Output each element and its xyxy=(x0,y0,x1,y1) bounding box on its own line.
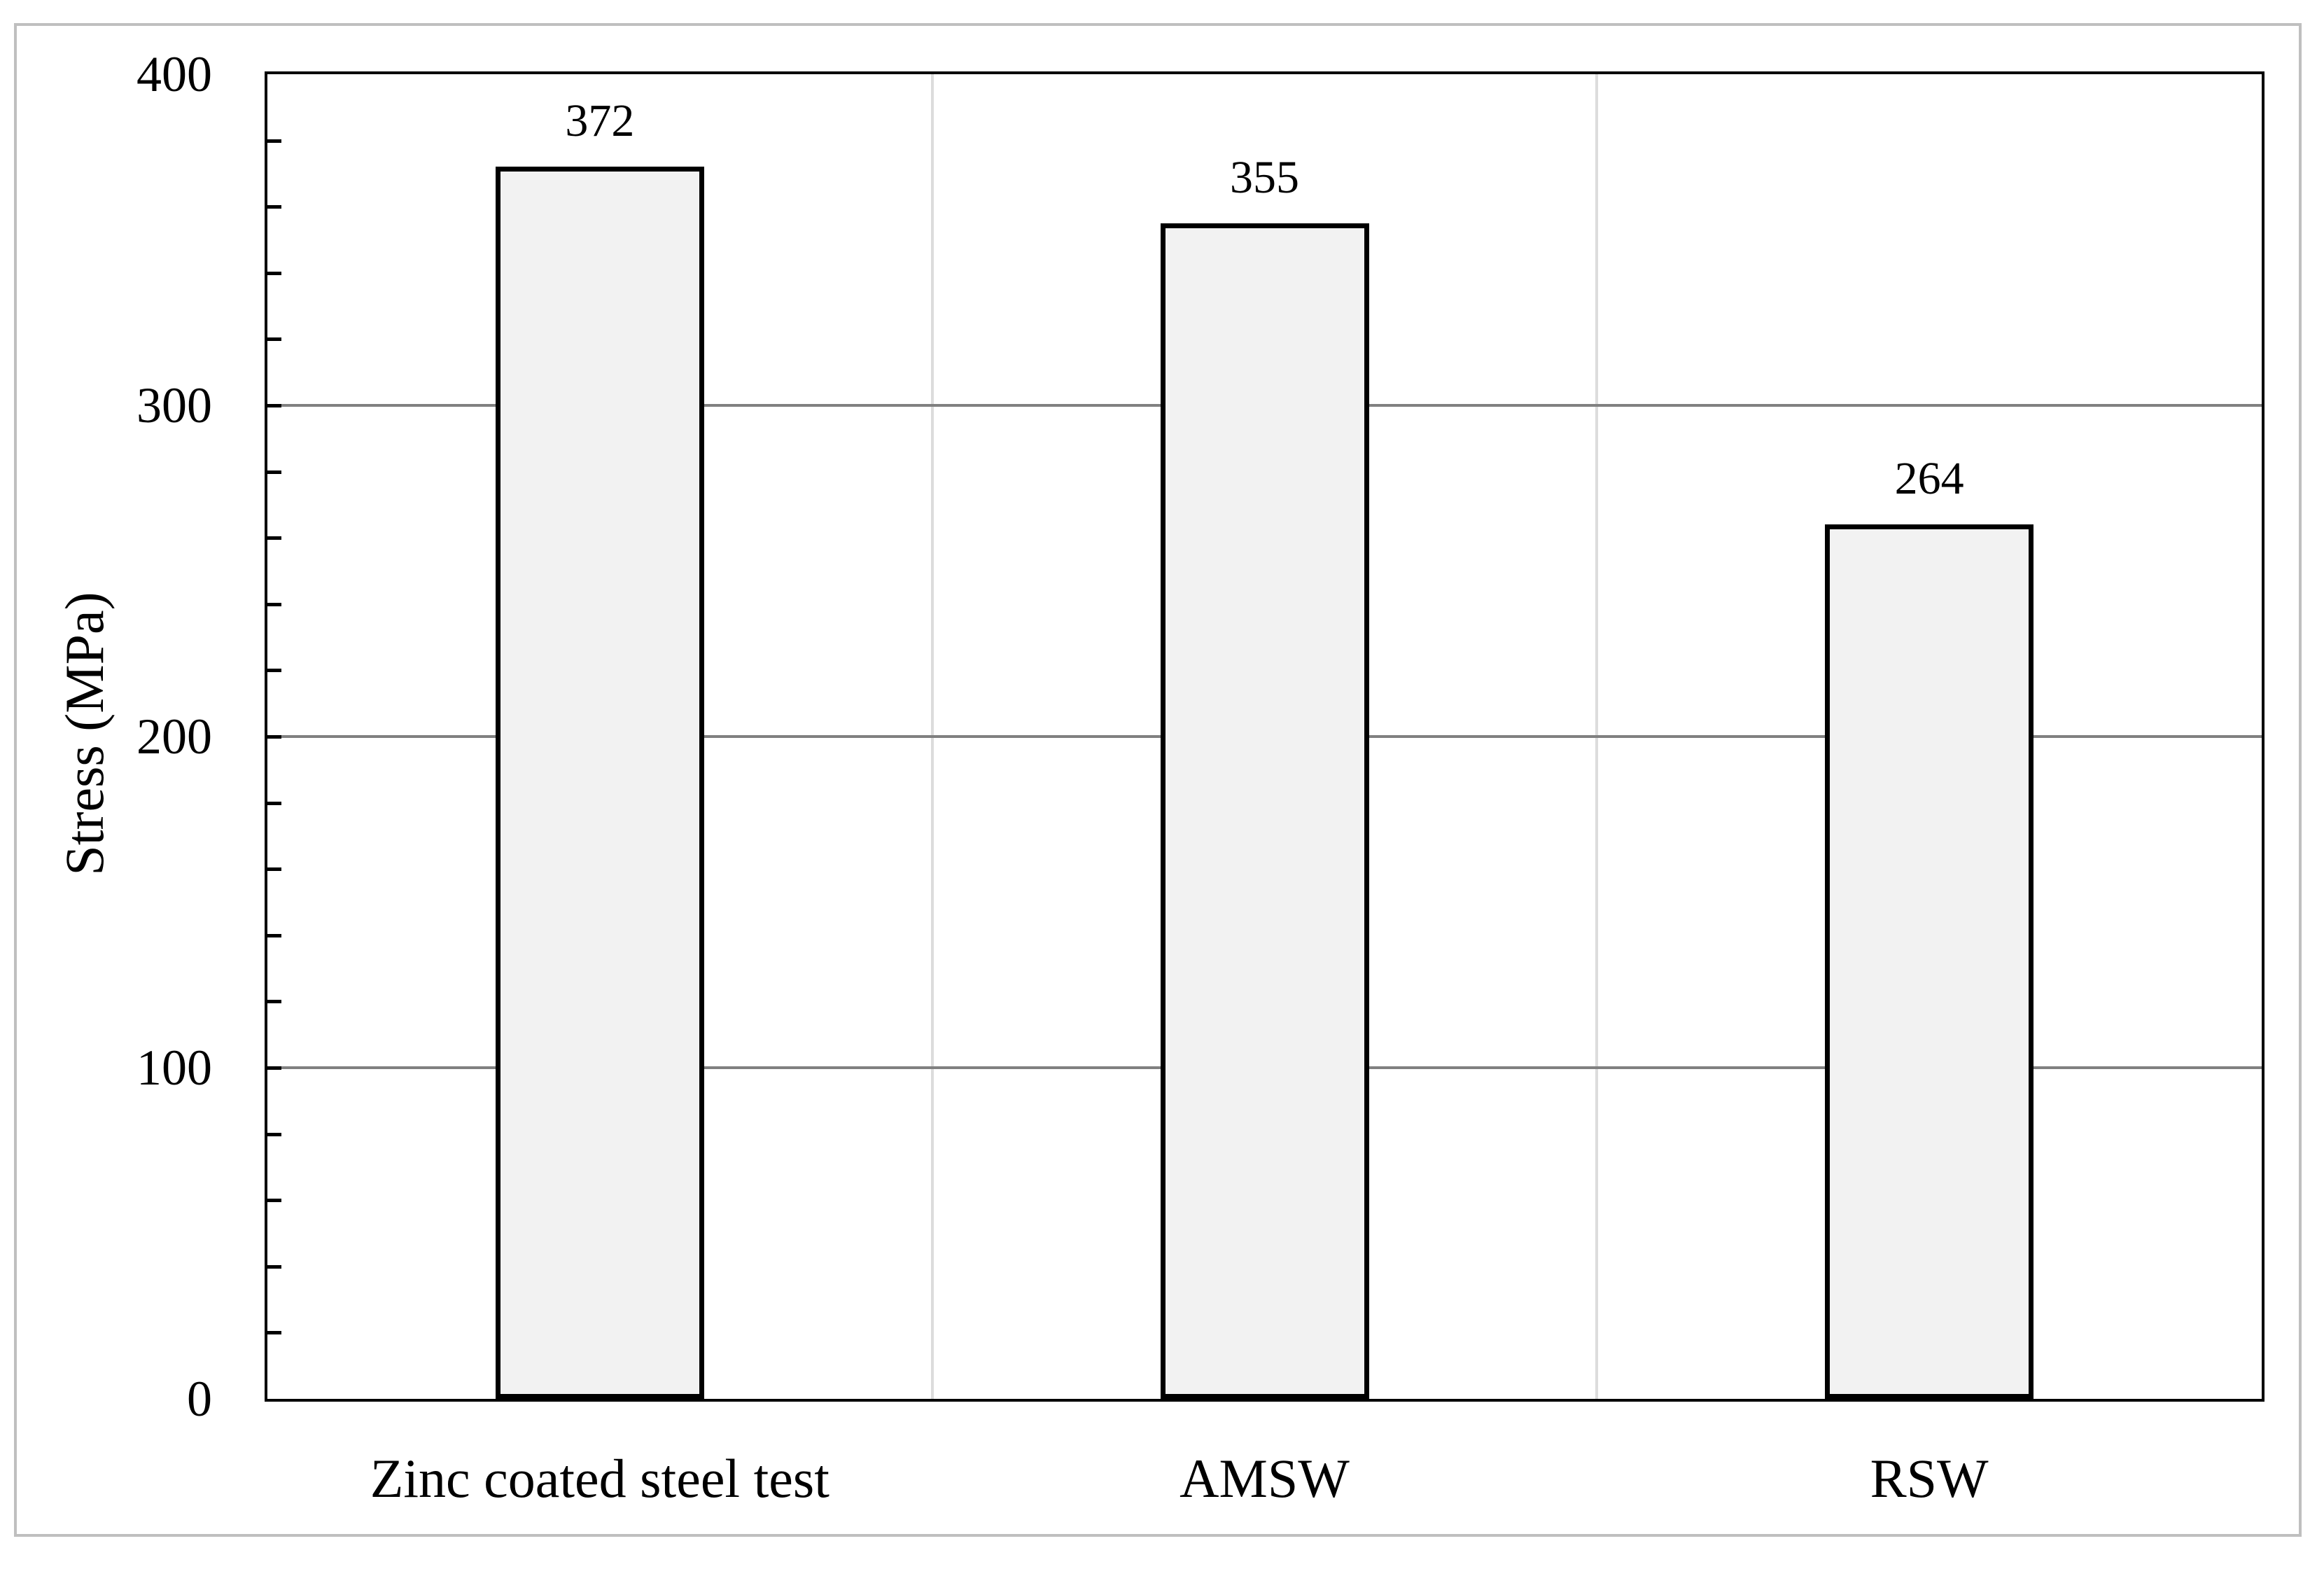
y-minor-tick xyxy=(267,602,281,606)
y-minor-tick xyxy=(267,404,281,407)
y-tick-label: 400 xyxy=(136,46,212,102)
y-minor-tick xyxy=(267,1331,281,1335)
x-category-label: Zinc coated steel test xyxy=(370,1448,830,1509)
bar-value-label: 372 xyxy=(565,95,635,147)
y-tick-label: 300 xyxy=(136,377,212,433)
y-minor-tick xyxy=(267,933,281,937)
y-minor-tick xyxy=(267,271,281,275)
x-category-label: AMSW xyxy=(1180,1448,1350,1509)
y-minor-tick xyxy=(267,1264,281,1269)
y-tick-label: 100 xyxy=(136,1040,212,1096)
y-tick-label: 200 xyxy=(136,709,212,765)
y-minor-tick xyxy=(267,205,281,209)
figure-border xyxy=(14,23,2302,1537)
bar xyxy=(1825,524,2034,1399)
x-category-label: RSW xyxy=(1870,1448,1989,1509)
y-minor-tick xyxy=(267,867,281,872)
bar xyxy=(495,167,704,1399)
y-minor-tick xyxy=(267,1132,281,1136)
y-minor-tick xyxy=(267,1066,281,1070)
y-minor-tick xyxy=(267,1000,281,1004)
y-tick-label: 0 xyxy=(187,1371,212,1427)
y-minor-tick xyxy=(267,801,281,805)
y-minor-tick xyxy=(267,669,281,673)
bar xyxy=(1160,223,1369,1399)
y-minor-tick xyxy=(267,470,281,474)
y-minor-tick xyxy=(267,337,281,342)
y-minor-tick xyxy=(267,1199,281,1203)
y-minor-tick xyxy=(267,735,281,739)
y-minor-tick xyxy=(267,536,281,541)
bar-value-label: 264 xyxy=(1894,453,1964,505)
y-minor-tick xyxy=(267,139,281,143)
bar-value-label: 355 xyxy=(1230,151,1299,203)
plot-area: 372 355 264 xyxy=(265,71,2264,1402)
plot-inner: 372 355 264 xyxy=(267,74,2262,1399)
